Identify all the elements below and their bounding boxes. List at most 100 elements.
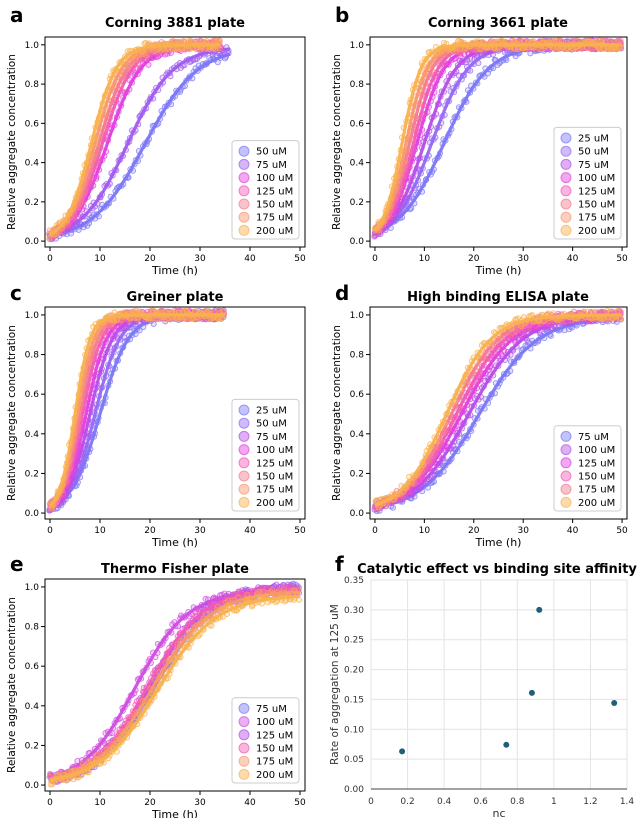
data-point [503, 741, 510, 748]
legend-marker [560, 457, 572, 469]
y-tick-label: 0.8 [350, 80, 365, 90]
x-tick-label: 40 [244, 254, 256, 264]
y-tick-label: 0.20 [344, 666, 364, 676]
fit-line [48, 313, 225, 507]
legend-marker [238, 470, 250, 482]
y-tick-label: 1.0 [25, 311, 40, 321]
legend-label: 150 uM [256, 472, 293, 483]
legend-label: 175 uM [256, 757, 293, 768]
data-point [373, 497, 380, 504]
x-tick-label: 0 [372, 526, 378, 536]
panel-title: Corning 3661 plate [428, 16, 568, 31]
y-tick-label: 0.6 [350, 390, 365, 400]
x-axis-label: Time (h) [475, 264, 522, 277]
y-tick-label: 1.0 [350, 41, 365, 51]
legend-label: 200 uM [256, 498, 293, 509]
x-tick-label: 20 [144, 254, 156, 264]
legend-label: 100 uM [256, 173, 293, 184]
legend-marker [560, 185, 572, 197]
legend-label: 75 uM [578, 432, 609, 443]
plot-frame [44, 36, 306, 248]
legend-label: 200 uM [256, 226, 293, 237]
y-tick-label: 0.10 [344, 725, 364, 735]
data-point [611, 700, 618, 707]
y-tick-label: 0.0 [350, 509, 365, 519]
legend-label: 150 uM [578, 200, 615, 211]
legend-label: 200 uM [578, 226, 615, 237]
fit-line [49, 43, 220, 236]
x-tick-label: 30 [517, 254, 529, 264]
x-tick-label: 40 [244, 526, 256, 536]
x-tick-label: 50 [294, 526, 306, 536]
y-tick-label: 0.05 [344, 755, 364, 765]
legend-marker [238, 496, 250, 508]
legend-marker [560, 224, 572, 236]
panel-title: Greiner plate [127, 290, 224, 305]
legend-label: 75 uM [256, 432, 287, 443]
legend-label: 125 uM [578, 186, 615, 197]
y-axis-label: Relative aggregate concentration [6, 325, 18, 501]
legend-label: 200 uM [256, 770, 293, 781]
legend-marker [238, 198, 250, 210]
legend-marker [238, 158, 250, 170]
x-tick-label: 0.4 [437, 797, 452, 807]
legend-label: 175 uM [578, 485, 615, 496]
y-tick-label: 0.00 [344, 785, 364, 795]
legend-marker [238, 444, 250, 456]
y-tick-label: 0.0 [25, 237, 40, 247]
legend-label: 200 uM [578, 498, 615, 509]
x-axis-label: Time (h) [475, 536, 522, 549]
y-tick-label: 0.2 [25, 741, 39, 751]
y-axis-label: Relative aggregate concentration [6, 54, 18, 230]
data-point [150, 320, 157, 328]
legend-label: 50 uM [256, 147, 287, 158]
panel-title: Corning 3881 plate [105, 16, 245, 31]
y-tick-label: 0.8 [25, 80, 40, 90]
x-tick-label: 10 [94, 798, 106, 808]
data-point [218, 315, 225, 322]
legend-label: 50 uM [578, 147, 609, 158]
y-tick-label: 1.0 [25, 583, 40, 593]
legend-label: 175 uM [578, 213, 615, 224]
legend-label: 100 uM [256, 717, 293, 728]
data-point [399, 748, 406, 755]
panel-letter-b: b [335, 3, 349, 27]
x-tick-label: 50 [294, 254, 306, 264]
x-tick-label: 0 [47, 254, 53, 264]
legend-label: 75 uM [578, 160, 609, 171]
x-tick-label: 1.4 [620, 797, 635, 807]
legend-marker [238, 145, 250, 157]
data-point [46, 235, 53, 242]
data-layer [46, 307, 228, 514]
legend-marker [238, 417, 250, 429]
x-tick-label: 10 [419, 254, 431, 264]
y-tick-label: 0.8 [350, 351, 365, 361]
x-axis-label: Time (h) [151, 536, 198, 549]
y-tick-label: 0.0 [350, 237, 365, 247]
y-tick-label: 0.4 [350, 159, 365, 169]
x-axis-label: nc [492, 807, 505, 818]
x-tick-label: 10 [94, 526, 106, 536]
legend-marker [238, 702, 250, 714]
legend-label: 125 uM [256, 458, 293, 469]
panel-title: Catalytic effect vs binding site affinit… [357, 562, 637, 577]
legend-marker [238, 224, 250, 236]
y-tick-label: 1.0 [350, 311, 365, 321]
data-point [536, 606, 543, 613]
legend-marker [238, 742, 250, 754]
panel-letter-e: e [10, 552, 24, 576]
legend-marker [560, 496, 572, 508]
y-tick-label: 0.2 [350, 198, 364, 208]
legend-marker [560, 198, 572, 210]
legend-marker [560, 211, 572, 223]
x-axis-label: Time (h) [151, 264, 198, 277]
y-tick-label: 0.15 [344, 695, 364, 705]
fit-line [49, 47, 231, 237]
